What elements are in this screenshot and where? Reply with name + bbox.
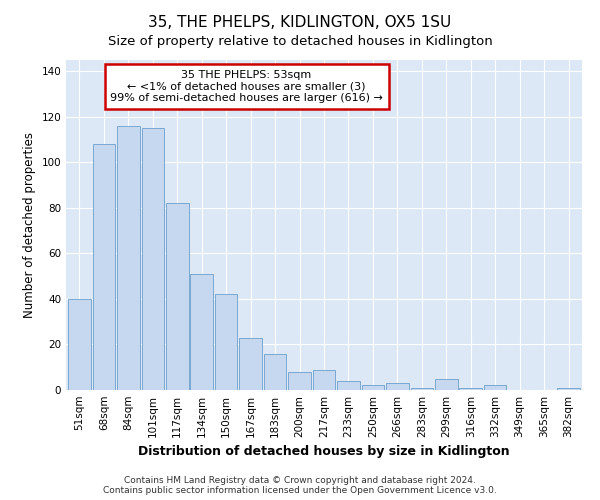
Text: Size of property relative to detached houses in Kidlington: Size of property relative to detached ho…: [107, 35, 493, 48]
X-axis label: Distribution of detached houses by size in Kidlington: Distribution of detached houses by size …: [138, 446, 510, 458]
Text: 35, THE PHELPS, KIDLINGTON, OX5 1SU: 35, THE PHELPS, KIDLINGTON, OX5 1SU: [148, 15, 452, 30]
Bar: [386, 383, 409, 390]
Bar: [166, 204, 188, 390]
Bar: [484, 386, 506, 390]
Bar: [239, 338, 262, 390]
Bar: [435, 378, 458, 390]
Text: 35 THE PHELPS: 53sqm
← <1% of detached houses are smaller (3)
99% of semi-detach: 35 THE PHELPS: 53sqm ← <1% of detached h…: [110, 70, 383, 103]
Bar: [557, 388, 580, 390]
Bar: [288, 372, 311, 390]
Bar: [264, 354, 286, 390]
Bar: [142, 128, 164, 390]
Bar: [68, 299, 91, 390]
Text: Contains HM Land Registry data © Crown copyright and database right 2024.
Contai: Contains HM Land Registry data © Crown c…: [103, 476, 497, 495]
Bar: [190, 274, 213, 390]
Bar: [92, 144, 115, 390]
Bar: [460, 388, 482, 390]
Y-axis label: Number of detached properties: Number of detached properties: [23, 132, 36, 318]
Bar: [410, 388, 433, 390]
Bar: [215, 294, 238, 390]
Bar: [117, 126, 140, 390]
Bar: [313, 370, 335, 390]
Bar: [337, 381, 360, 390]
Bar: [362, 386, 384, 390]
